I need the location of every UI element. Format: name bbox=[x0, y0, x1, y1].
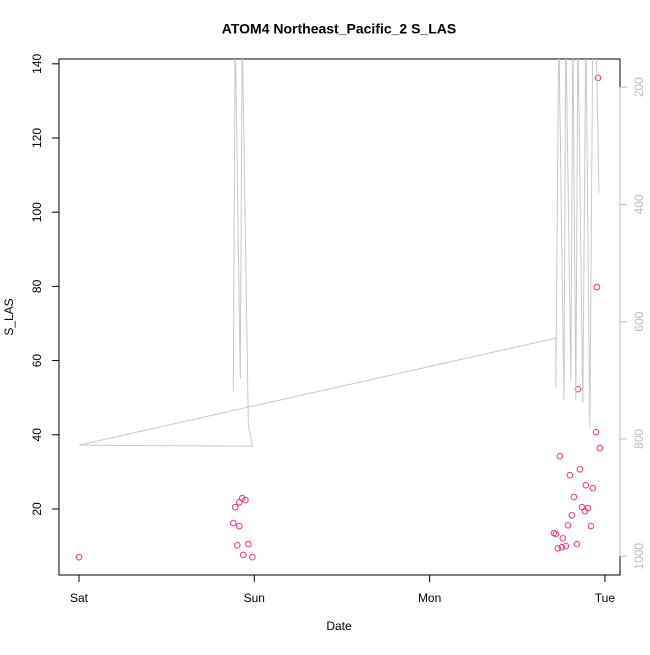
point bbox=[242, 496, 249, 504]
point bbox=[556, 452, 564, 460]
point bbox=[568, 511, 576, 519]
point bbox=[231, 503, 239, 511]
point bbox=[233, 542, 241, 549]
y-tick-label: 140 bbox=[30, 53, 44, 73]
point bbox=[554, 544, 562, 552]
y-tick-label: 20 bbox=[30, 502, 44, 516]
plot-area bbox=[75, 59, 604, 561]
point bbox=[559, 534, 567, 542]
x-tick-label: Sat bbox=[70, 591, 89, 605]
point bbox=[589, 484, 597, 492]
point bbox=[75, 553, 83, 561]
point bbox=[566, 471, 574, 479]
chart-title: ATOM4 Northeast_Pacific_2 S_LAS bbox=[222, 21, 456, 37]
point bbox=[584, 504, 592, 512]
y-tick-label: 40 bbox=[30, 428, 44, 442]
y-axis-label: S_LAS bbox=[2, 298, 16, 335]
x-tick-label: Sun bbox=[244, 591, 265, 605]
y-tick-label: 100 bbox=[30, 202, 44, 222]
point bbox=[558, 543, 566, 551]
point bbox=[245, 540, 252, 548]
point bbox=[596, 444, 604, 452]
point bbox=[229, 519, 237, 527]
point bbox=[592, 428, 600, 436]
y2-tick-label: 1000 bbox=[632, 543, 646, 570]
point bbox=[562, 542, 570, 550]
point bbox=[573, 540, 581, 548]
y-tick-label: 60 bbox=[30, 354, 44, 368]
depth-line bbox=[78, 59, 600, 447]
x-tick-label: Tue bbox=[595, 591, 616, 605]
point bbox=[574, 385, 582, 393]
point bbox=[594, 74, 602, 82]
point bbox=[582, 481, 590, 489]
point bbox=[570, 493, 578, 501]
y2-tick-label: 600 bbox=[632, 311, 646, 331]
point bbox=[249, 553, 256, 561]
point bbox=[576, 465, 584, 473]
point bbox=[593, 283, 601, 291]
y-tick-label: 120 bbox=[30, 128, 44, 148]
point bbox=[552, 530, 560, 538]
x-tick-label: Mon bbox=[418, 591, 441, 605]
x-axis-label: Date bbox=[326, 619, 352, 633]
y2-tick-label: 400 bbox=[632, 194, 646, 214]
point bbox=[235, 522, 243, 530]
point bbox=[239, 551, 247, 559]
y-tick-label: 80 bbox=[30, 279, 44, 293]
point bbox=[587, 522, 595, 530]
y2-tick-label: 200 bbox=[632, 77, 646, 97]
point bbox=[564, 521, 572, 529]
plot-frame bbox=[58, 58, 621, 576]
y2-tick-label: 800 bbox=[632, 429, 646, 449]
